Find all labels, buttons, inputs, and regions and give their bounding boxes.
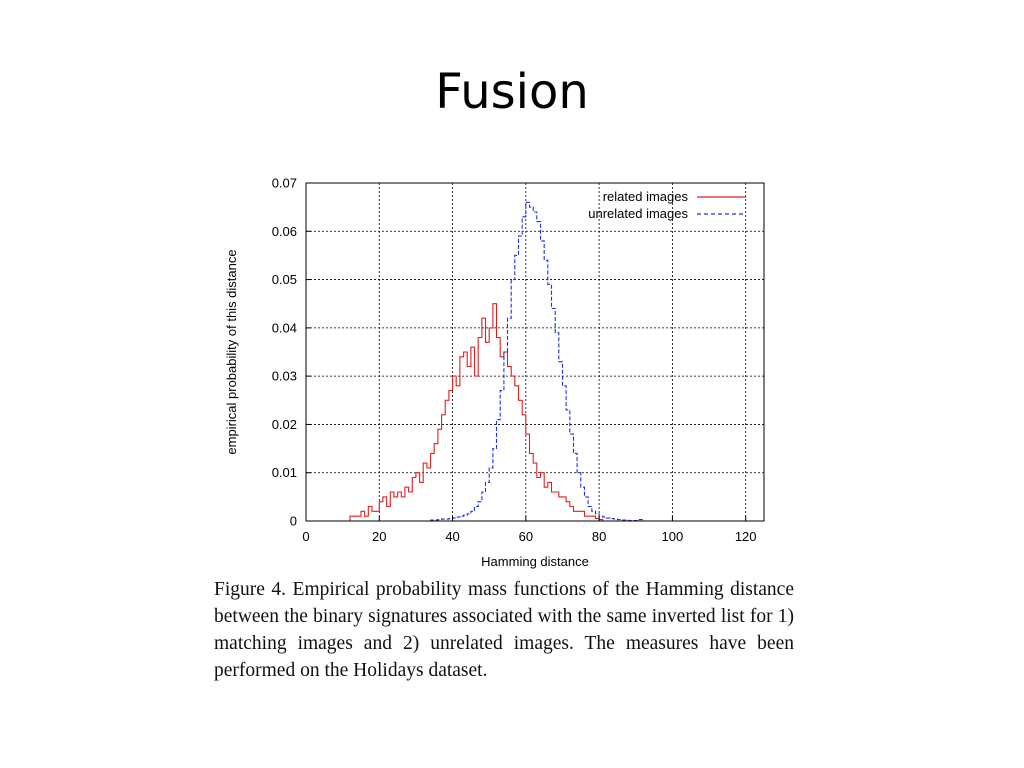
legend-label-unrelated: unrelated images — [588, 206, 688, 221]
x-tick-label: 0 — [302, 529, 309, 544]
figure-caption: Figure 4. Empirical probability mass fun… — [214, 579, 794, 681]
x-tick-label: 120 — [735, 529, 757, 544]
y-tick-label: 0.01 — [272, 465, 297, 480]
histogram-chart: 0 20 40 60 80 100 120 0 0.01 0.02 0.03 0.04 0.05 0.06… — [224, 176, 765, 569]
y-tick-label: 0.06 — [272, 224, 297, 239]
y-tick-label: 0 — [290, 514, 297, 529]
y-tick-label: 0.03 — [272, 369, 297, 384]
series-unrelated-images — [430, 201, 644, 522]
y-tick-label: 0.04 — [272, 320, 297, 335]
x-tick-label: 100 — [662, 529, 684, 544]
series-related-images — [349, 303, 604, 521]
legend: related images unrelated images — [588, 189, 746, 221]
x-axis-label: Hamming distance — [481, 554, 589, 569]
y-tick-label: 0.07 — [272, 176, 297, 191]
slide-title: Fusion — [435, 64, 589, 120]
x-tick-label: 40 — [445, 529, 459, 544]
y-tick-label: 0.02 — [272, 417, 297, 432]
y-axis-label: empirical probability of this distance — [224, 249, 239, 454]
figure: 0 20 40 60 80 100 120 0 0.01 0.02 0.03 0.04 0.05 0.06… — [215, 170, 815, 590]
legend-label-related: related images — [603, 189, 689, 204]
y-tick-label: 0.05 — [272, 272, 297, 287]
plot-frame — [305, 182, 765, 522]
x-tick-label: 80 — [592, 529, 606, 544]
x-tick-label: 20 — [372, 529, 386, 544]
x-tick-label: 60 — [519, 529, 533, 544]
